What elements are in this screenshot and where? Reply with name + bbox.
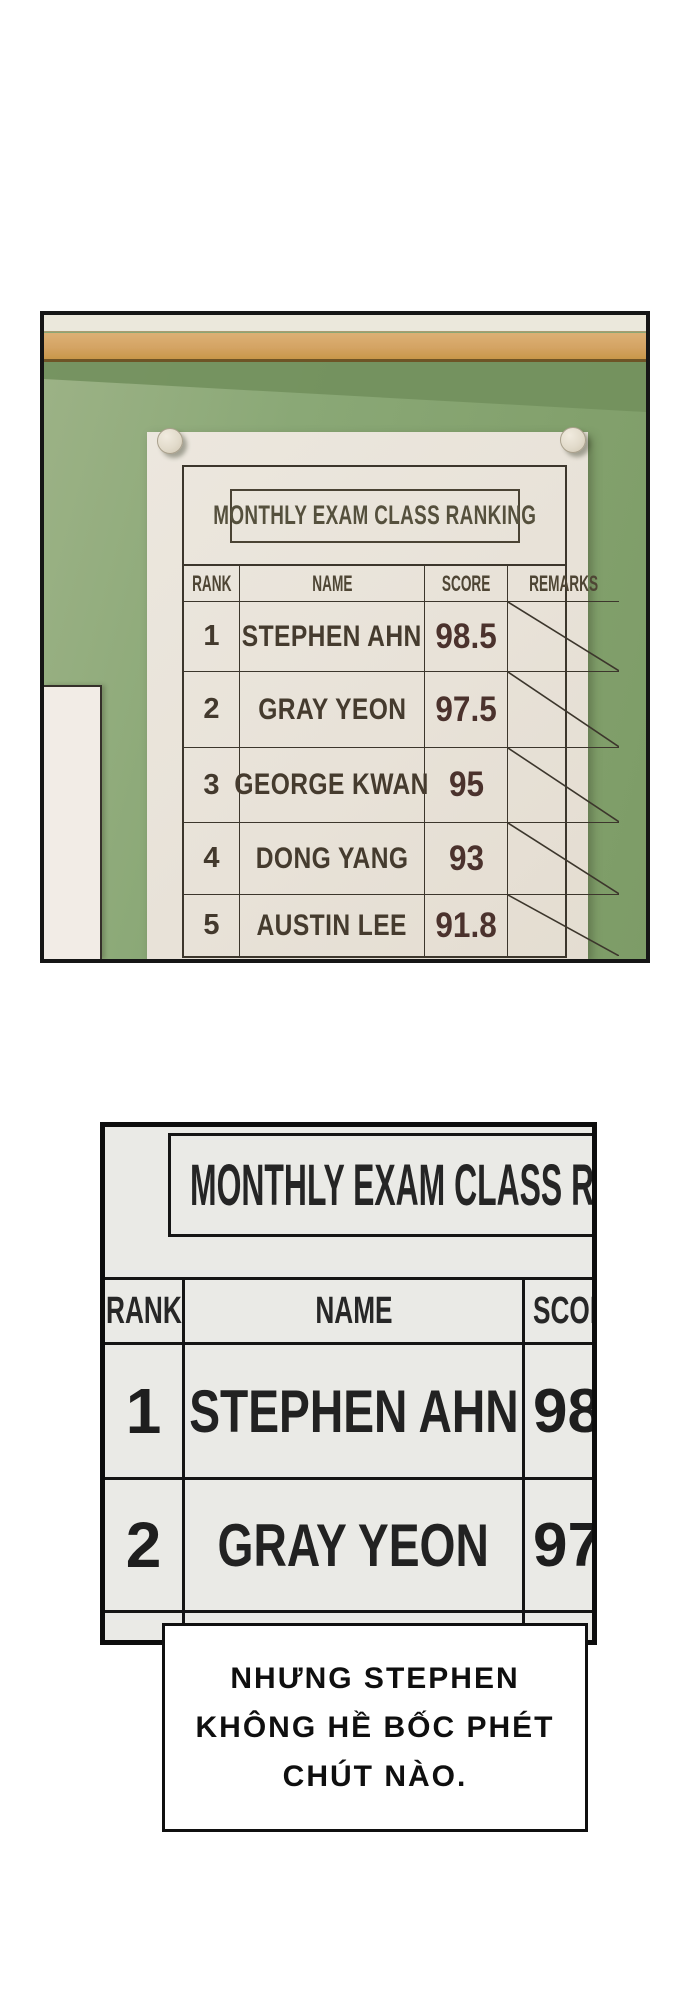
closeup-table: RANK NAME SCORE 1 STEPHEN AHN 98.5 2 GRA… [105,1277,597,1640]
header-name-cell: NAME [240,566,425,602]
name-value: GEORGE KWAN [234,768,430,801]
closeup-header-rank-cell: RANK [105,1280,185,1345]
closeup-rank-cell: 1 [105,1345,185,1480]
name-cell: STEPHEN AHN [240,602,425,672]
closeup-header-score-cell: SCORE [525,1280,592,1345]
score-cell: 95 [425,748,508,823]
panel-wall-scene: MONTHLY EXAM CLASS RANKING RANK NAME SCO… [40,311,650,963]
closeup-header-rank-label: RANK [105,1289,182,1332]
closeup-name-cell: STEPHEN AHN [185,1345,525,1480]
score-value: 91.8 [435,905,497,945]
name-cell: GEORGE KWAN [235,748,429,823]
score-value: 95 [448,765,484,804]
panel-ranking-closeup: MONTHLY EXAM CLASS RANKING RANK NAME SCO… [100,1122,597,1645]
ranking-table: MONTHLY EXAM CLASS RANKING RANK NAME SCO… [182,465,620,958]
caption-line: CHÚT NÀO. [282,1760,468,1793]
header-remarks-label: REMARKS [529,570,599,596]
score-value: 98.5 [435,616,497,656]
closeup-score-value: 98.5 [533,1376,597,1446]
closeup-name-value: STEPHEN AHN [188,1377,519,1445]
name-cell: DONG YANG [240,823,425,895]
header-rank-cell: RANK [184,566,240,602]
ranking-grid: RANK NAME SCORE REMARKS 1 STEPHEN AHN 98… [184,564,620,956]
score-cell: 98.5 [425,602,508,672]
header-score-label: SCORE [441,570,491,596]
closeup-header-score-label: SCORE [533,1289,592,1332]
header-score-cell: SCORE [425,566,508,602]
ranking-title-box: MONTHLY EXAM CLASS RANKING [213,488,536,543]
wall-wood-trim [44,333,646,362]
caption-line: KHÔNG HỀ BỐC PHÉT [195,1711,555,1744]
closeup-score-cell: 98.5 [525,1345,597,1480]
remarks-cell [508,823,620,895]
rank-value: 1 [203,620,220,652]
closeup-score-cell: 97.5 [525,1480,597,1613]
rank-cell: 4 [184,823,240,895]
narration-caption-box: NHƯNG STEPHEN KHÔNG HỀ BỐC PHÉT CHÚT NÀO… [162,1623,588,1832]
rank-cell: 1 [184,602,240,672]
side-paper-edge [44,685,102,959]
closeup-header-name-label: NAME [314,1289,393,1332]
score-cell: 93 [425,823,508,895]
closeup-title: MONTHLY EXAM CLASS RANKING [190,1152,595,1218]
remarks-slash-icon [508,672,619,747]
wall-cream-molding [44,315,646,332]
push-pin-left-icon [157,428,183,454]
rank-cell: 5 [184,895,240,956]
remarks-cell [508,895,619,956]
remarks-slash-icon [508,823,619,894]
closeup-title-box: MONTHLY EXAM CLASS RANKING [168,1133,595,1237]
ranking-title: MONTHLY EXAM CLASS RANKING [212,500,537,530]
caption-line: NHƯNG STEPHEN [230,1662,520,1695]
name-cell: GRAY YEON [240,672,425,748]
name-cell: AUSTIN LEE [240,895,425,956]
remarks-cell [508,672,620,748]
score-cell: 91.8 [425,895,508,956]
header-remarks-cell: REMARKS [508,566,620,602]
remarks-slash-icon [508,602,619,671]
name-value: AUSTIN LEE [256,908,408,942]
remarks-slash-icon [508,895,619,956]
ranking-title-area: MONTHLY EXAM CLASS RANKING [184,467,565,564]
rank-value: 4 [203,842,220,874]
rank-value: 5 [203,909,220,941]
score-value: 97.5 [435,689,497,729]
closeup-header-name-cell: NAME [185,1280,525,1345]
closeup-rank-cell: 2 [105,1480,185,1613]
rank-cell: 2 [184,672,240,748]
ranking-sheet: MONTHLY EXAM CLASS RANKING RANK NAME SCO… [147,427,620,959]
push-pin-right-icon [560,427,586,453]
header-rank-label: RANK [191,570,232,596]
remarks-slash-icon [508,748,619,822]
wall-shadow-band [44,362,646,412]
closeup-rank-value: 2 [125,1509,162,1581]
name-value: STEPHEN AHN [242,619,422,653]
header-name-label: NAME [311,570,353,596]
closeup-score-value: 97.5 [533,1510,597,1580]
closeup-rank-value: 1 [125,1375,162,1447]
score-cell: 97.5 [425,672,508,748]
score-value: 93 [448,838,484,878]
name-value: DONG YANG [255,841,409,875]
closeup-name-cell: GRAY YEON [185,1480,525,1613]
rank-value: 2 [203,693,220,725]
rank-cell: 3 [184,748,240,823]
remarks-cell [508,748,620,823]
name-value: GRAY YEON [257,692,407,726]
remarks-cell [508,602,620,672]
rank-value: 3 [203,768,220,801]
closeup-name-value: GRAY YEON [217,1511,490,1579]
